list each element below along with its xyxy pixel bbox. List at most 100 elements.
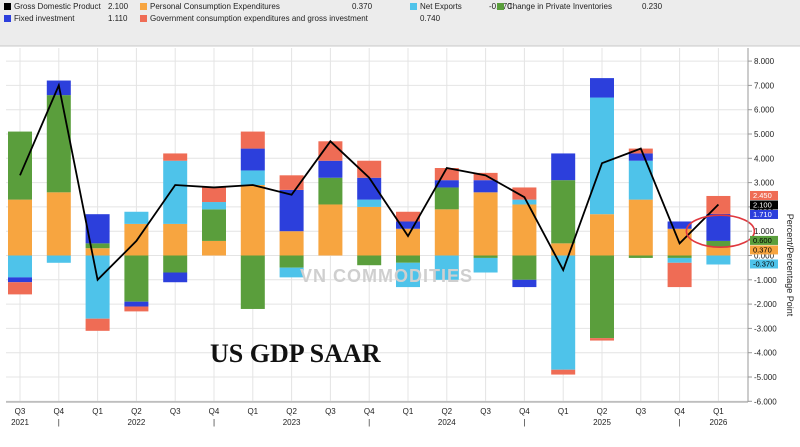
x-tick-label: Q1 (247, 407, 258, 416)
legend-value: 0.370 (352, 2, 373, 11)
bar-segment (357, 255, 382, 266)
y-tick-label: 3.000 (754, 179, 775, 188)
bar-segment (163, 223, 188, 256)
x-year-label: 2025 (593, 418, 611, 427)
y-tick-label: 4.000 (754, 154, 775, 163)
x-tick-label: Q4 (519, 407, 530, 416)
legend-swatch (410, 3, 417, 10)
bar-segment (512, 199, 537, 205)
bar-segment (628, 148, 653, 154)
bar-segment (667, 255, 692, 258)
bar-segment (512, 255, 537, 280)
bar-segment (279, 189, 304, 232)
value-badge-label: 1.710 (753, 210, 772, 219)
value-badge (750, 190, 778, 200)
bar-segment (163, 255, 188, 273)
value-badge (750, 259, 778, 269)
x-year-label: 2024 (438, 418, 456, 427)
bar-segment (124, 301, 149, 307)
x-tick-label: Q1 (403, 407, 414, 416)
bar-segment (590, 255, 614, 339)
bar-segment (667, 257, 692, 263)
y-tick-label: -2.000 (754, 300, 777, 309)
bar-segment (240, 185, 265, 256)
bar-segment (512, 279, 537, 288)
x-year-label: 2026 (710, 418, 728, 427)
bar-segment (318, 141, 343, 161)
y-tick-label: 0.000 (754, 252, 775, 261)
y-tick-label: 6.000 (754, 106, 775, 115)
x-year-label: 2021 (11, 418, 29, 427)
bar-segment (124, 211, 149, 224)
x-year-label: 2022 (128, 418, 146, 427)
bar-segment (512, 187, 537, 200)
x-year-separator: | (213, 418, 215, 427)
bar-segment (85, 243, 110, 249)
bar-segment (85, 255, 110, 319)
bar-segment (46, 192, 71, 256)
bar-segment (396, 228, 420, 256)
bar-segment (85, 318, 110, 331)
x-tick-label: Q1 (92, 407, 103, 416)
x-tick-label: Q4 (209, 407, 220, 416)
x-year-separator: | (679, 418, 681, 427)
bar-segment (551, 153, 576, 181)
bar-segment (240, 255, 265, 309)
bar-segment (396, 255, 420, 263)
bar-segment (8, 131, 32, 200)
bar-segment (202, 209, 226, 241)
bar-segment (628, 199, 653, 256)
bar-segment (357, 199, 382, 207)
bar-segment (357, 160, 382, 178)
bar-segment (124, 255, 149, 302)
x-axis: Q3 Q4 Q1 Q2 Q3 Q4 Q1 Q2 Q3 Q4 Q1 Q2 Q3 Q4 Q1 Q2 Q3 Q4 Q1 20… (6, 401, 748, 427)
value-badge-label: 2.450 (753, 191, 772, 200)
y-tick-label: 8.000 (754, 57, 775, 66)
y-tick-label: -4.000 (754, 349, 777, 358)
gdp-line (19, 82, 720, 282)
bar-segment (357, 206, 382, 256)
y-tick-label: 7.000 (754, 81, 775, 90)
value-badge-label: -0.370 (753, 260, 774, 269)
legend-value: 1.110 (108, 14, 128, 23)
bar-segment (473, 192, 498, 256)
highlight-circle (685, 214, 756, 248)
chart-bars (8, 78, 731, 375)
bar-segment (163, 153, 188, 161)
x-tick-label: Q4 (674, 407, 685, 416)
bar-segment (551, 180, 576, 244)
bar-segment (8, 199, 32, 256)
y-tick-label: 5.000 (754, 130, 775, 139)
legend-swatch (140, 15, 147, 22)
x-year-separator: | (58, 418, 60, 427)
y-tick-label: -5.000 (754, 373, 777, 382)
watermark: VN COMMODITIES (300, 266, 473, 286)
bar-segment (124, 306, 149, 312)
x-year-separator: | (368, 418, 370, 427)
bar-segment (163, 272, 188, 283)
x-tick-label: Q2 (131, 407, 142, 416)
bar-segment (667, 221, 692, 229)
highlight-ellipse (685, 214, 756, 248)
bar-segment (628, 160, 653, 200)
bar-segment (8, 277, 32, 283)
bar-segment (551, 369, 576, 375)
bar-segment (46, 255, 71, 263)
bar-segment (628, 255, 653, 258)
bar-segment (473, 172, 498, 181)
bar-segment (667, 262, 692, 288)
bar-segment (590, 78, 614, 98)
bar-segment (8, 255, 32, 278)
x-tick-label: Q3 (325, 407, 336, 416)
bar-segment (434, 255, 459, 280)
bar-segment (202, 187, 226, 203)
bar-segment (396, 262, 420, 288)
bar-segment (590, 214, 614, 256)
bar-segment (706, 246, 731, 256)
bar-segment (318, 204, 343, 256)
value-badge-label: 2.100 (753, 201, 772, 210)
bar-segment (434, 180, 459, 188)
legend-swatch (4, 15, 11, 22)
